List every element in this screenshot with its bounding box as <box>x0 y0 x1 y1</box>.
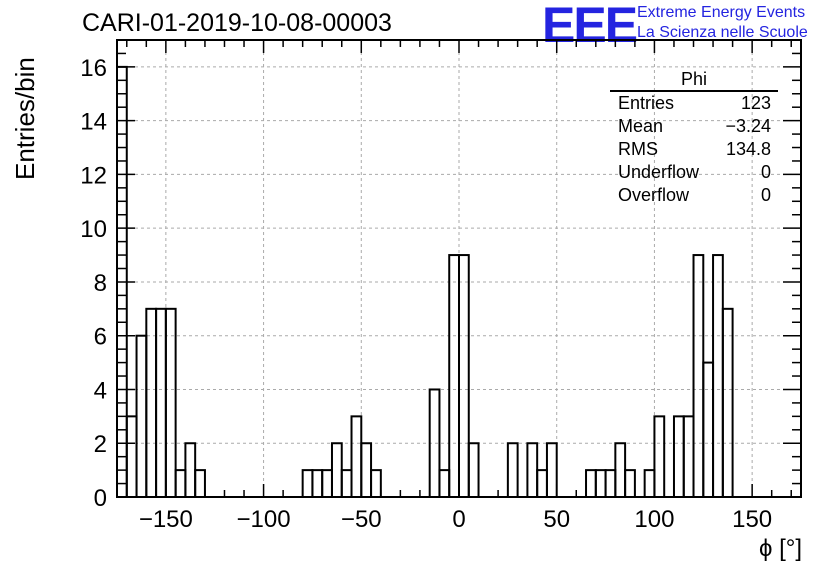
histogram-bin <box>194 469 206 498</box>
histogram-bin <box>536 469 548 498</box>
y-tick-label: 2 <box>94 431 107 458</box>
histogram-bin <box>526 442 539 498</box>
histogram-bin <box>135 334 148 498</box>
histogram-bin <box>653 415 666 498</box>
stats-box: Phi Entries 123 Mean −3.24 RMS 134.8 Und… <box>610 68 778 207</box>
histogram-bin <box>702 361 715 498</box>
y-tick-label: 6 <box>94 324 107 351</box>
stats-row-underflow: Underflow 0 <box>610 161 778 184</box>
histogram-bin <box>682 415 695 498</box>
y-tick-label: 14 <box>80 109 107 136</box>
histogram-bin <box>448 254 461 498</box>
histogram-bin <box>164 307 177 498</box>
histogram-bin <box>145 307 158 498</box>
stats-value: 134.8 <box>725 139 771 159</box>
stats-row-overflow: Overflow 0 <box>610 184 778 207</box>
histogram-bin <box>174 469 187 498</box>
y-tick-label: 4 <box>94 377 107 404</box>
eee-logo: EEE <box>542 0 638 53</box>
histogram-bin <box>184 442 197 498</box>
logo-caption-line2: La Scienza nelle Scuole <box>637 24 808 41</box>
x-tick-label: −100 <box>237 506 291 533</box>
histogram-bin <box>545 442 558 498</box>
histogram-bin <box>370 469 382 498</box>
stats-row-rms: RMS 134.8 <box>610 138 778 161</box>
stats-title: Phi <box>610 68 778 92</box>
chart-title: CARI-01-2019-10-08-00003 <box>82 9 392 37</box>
histogram-bin <box>604 469 617 498</box>
x-tick-label: −150 <box>139 506 193 533</box>
histogram-bin <box>360 442 373 498</box>
histogram-bin <box>585 469 597 498</box>
histogram-bin <box>594 469 607 498</box>
histogram-bin <box>311 469 324 498</box>
histogram-bin <box>340 469 353 498</box>
stats-value: 123 <box>740 93 771 113</box>
y-tick-label: 8 <box>94 270 107 297</box>
histogram-bin <box>155 307 167 498</box>
x-tick-label: 100 <box>634 506 674 533</box>
stats-label: RMS <box>618 139 658 159</box>
stats-row-entries: Entries 123 <box>610 92 778 115</box>
histogram-bin <box>350 415 363 498</box>
x-tick-label: 50 <box>543 506 570 533</box>
histogram-bin <box>467 442 480 498</box>
histogram-bin <box>301 469 314 498</box>
histogram-bin <box>643 469 656 498</box>
histogram-bin <box>721 307 734 498</box>
y-tick-label: 12 <box>80 162 107 189</box>
stats-label: Underflow <box>618 162 700 182</box>
stats-row-mean: Mean −3.24 <box>610 115 778 138</box>
histogram-bin <box>672 415 685 498</box>
histogram-bin <box>321 469 333 498</box>
histogram-bin <box>330 442 343 498</box>
histogram-bin <box>125 415 138 498</box>
stats-label: Mean <box>618 116 664 136</box>
histogram-bin <box>506 442 519 498</box>
y-tick-label: 0 <box>94 485 107 512</box>
x-tick-label: 0 <box>452 506 465 533</box>
histogram-bin <box>458 254 470 498</box>
x-axis-label: ϕ [°] <box>758 535 802 562</box>
histogram-bin <box>614 442 627 498</box>
histogram-bin <box>712 254 724 498</box>
logo-caption-line1: Extreme Energy Events <box>637 4 806 21</box>
stats-label: Overflow <box>618 185 690 205</box>
x-tick-label: 150 <box>732 506 772 533</box>
stats-value: −3.24 <box>725 116 771 136</box>
y-tick-label: 16 <box>80 55 107 82</box>
logo-caption: Extreme Energy Events La Scienza nelle S… <box>637 3 808 43</box>
stats-value: 0 <box>760 162 771 182</box>
histogram-bin <box>692 254 705 498</box>
histogram-bin <box>438 469 451 498</box>
stats-label: Entries <box>618 93 675 113</box>
stats-value: 0 <box>760 185 771 205</box>
histogram-bin <box>624 469 636 498</box>
x-tick-label: −50 <box>341 506 382 533</box>
y-tick-label: 10 <box>80 216 107 243</box>
